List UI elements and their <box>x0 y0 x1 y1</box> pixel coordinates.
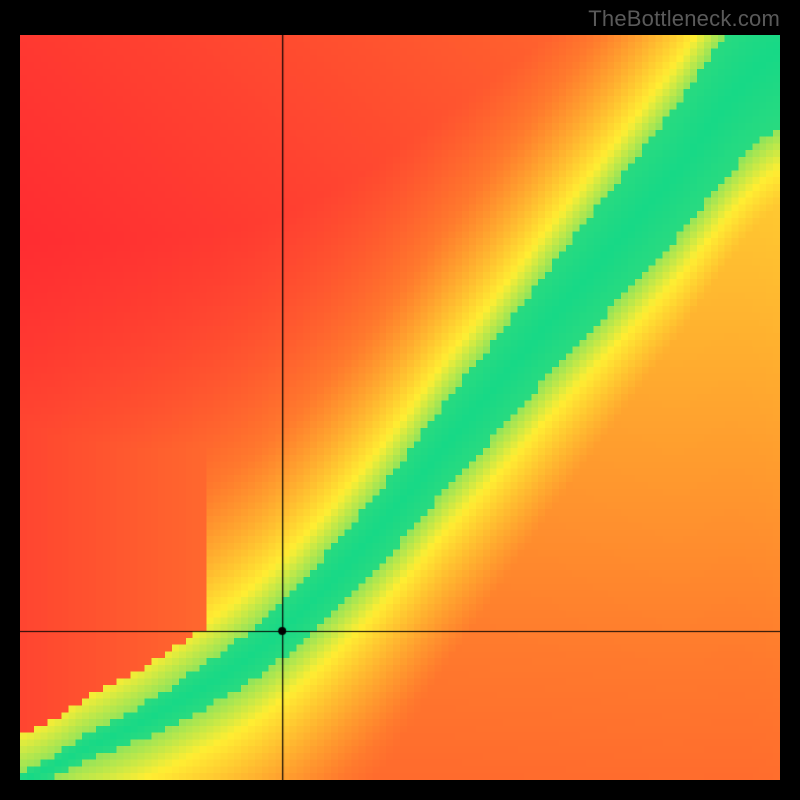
chart-container: TheBottleneck.com <box>0 0 800 800</box>
attribution-text: TheBottleneck.com <box>588 6 780 32</box>
crosshair-overlay <box>20 35 780 780</box>
